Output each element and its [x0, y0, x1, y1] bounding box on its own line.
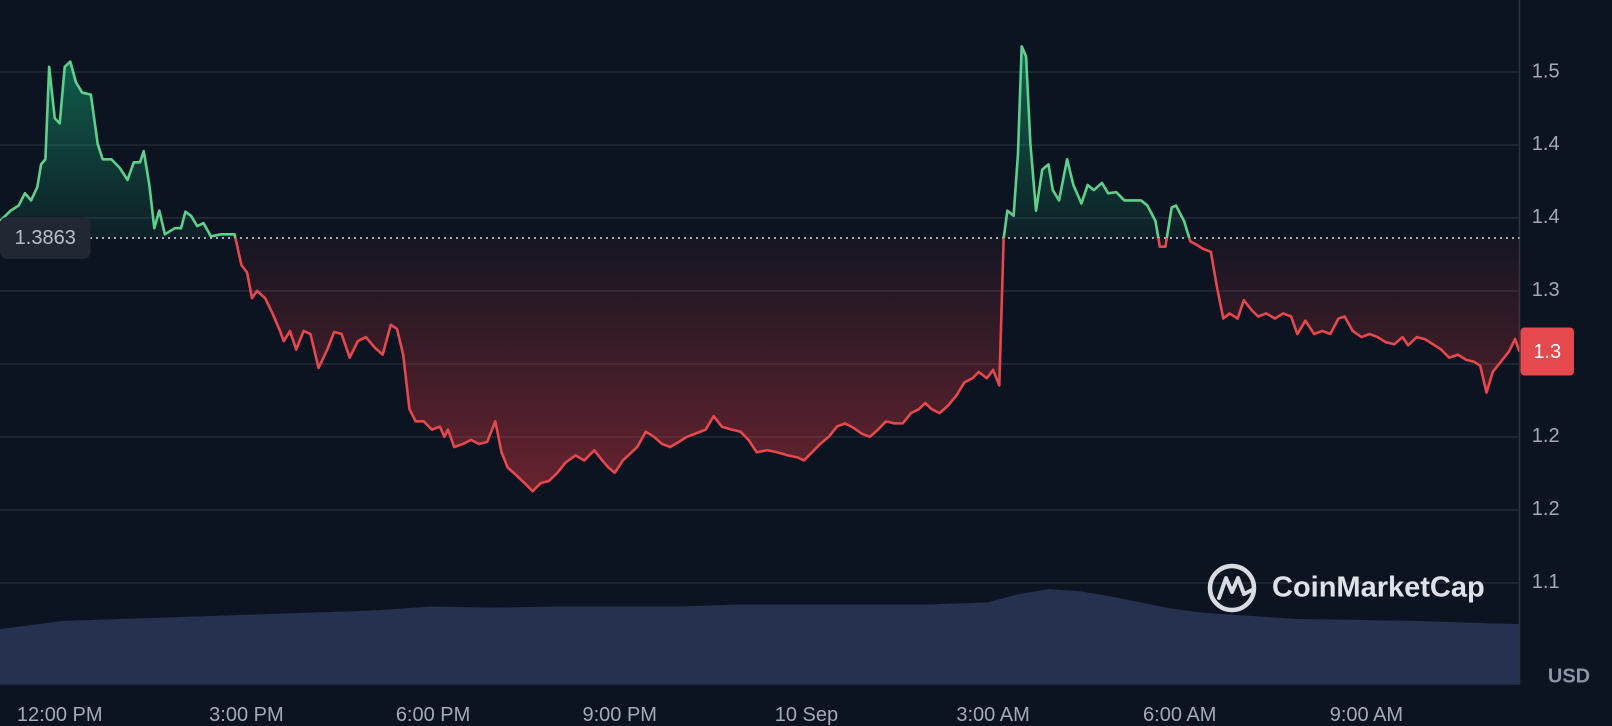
- x-tick-label: 9:00 AM: [1330, 704, 1403, 726]
- x-tick-label: 9:00 PM: [582, 704, 656, 726]
- x-tick-label: 10 Sep: [775, 704, 838, 726]
- watermark-text: CoinMarketCap: [1272, 572, 1485, 604]
- y-tick-label: 1.2: [1532, 425, 1560, 447]
- y-tick-label: 1.4: [1532, 206, 1560, 228]
- currency-label: USD: [1548, 665, 1590, 687]
- price-line-down: [234, 237, 1520, 493]
- volume-area: [0, 589, 1520, 685]
- current-price-label: 1.3: [1533, 341, 1561, 363]
- watermark-logo: [1207, 563, 1257, 613]
- y-tick-label: 1.3: [1532, 279, 1560, 301]
- area-down: [235, 237, 1520, 492]
- y-tick-label: 1.2: [1532, 498, 1560, 520]
- x-tick-label: 6:00 AM: [1143, 704, 1216, 726]
- y-tick-label: 1.4: [1532, 133, 1560, 155]
- current-price-tag: [1520, 327, 1574, 376]
- x-tick-label: 3:00 PM: [209, 704, 283, 726]
- y-tick-label: 1.1: [1532, 571, 1560, 593]
- x-tick-label: 6:00 PM: [396, 704, 470, 726]
- x-tick-label: 12:00 PM: [17, 704, 103, 726]
- reference-tag: [0, 216, 91, 259]
- price-line-up: [0, 44, 1191, 238]
- x-tick-label: 3:00 AM: [956, 704, 1029, 726]
- y-tick-label: 1.5: [1532, 60, 1560, 82]
- reference-label: 1.3863: [15, 227, 76, 249]
